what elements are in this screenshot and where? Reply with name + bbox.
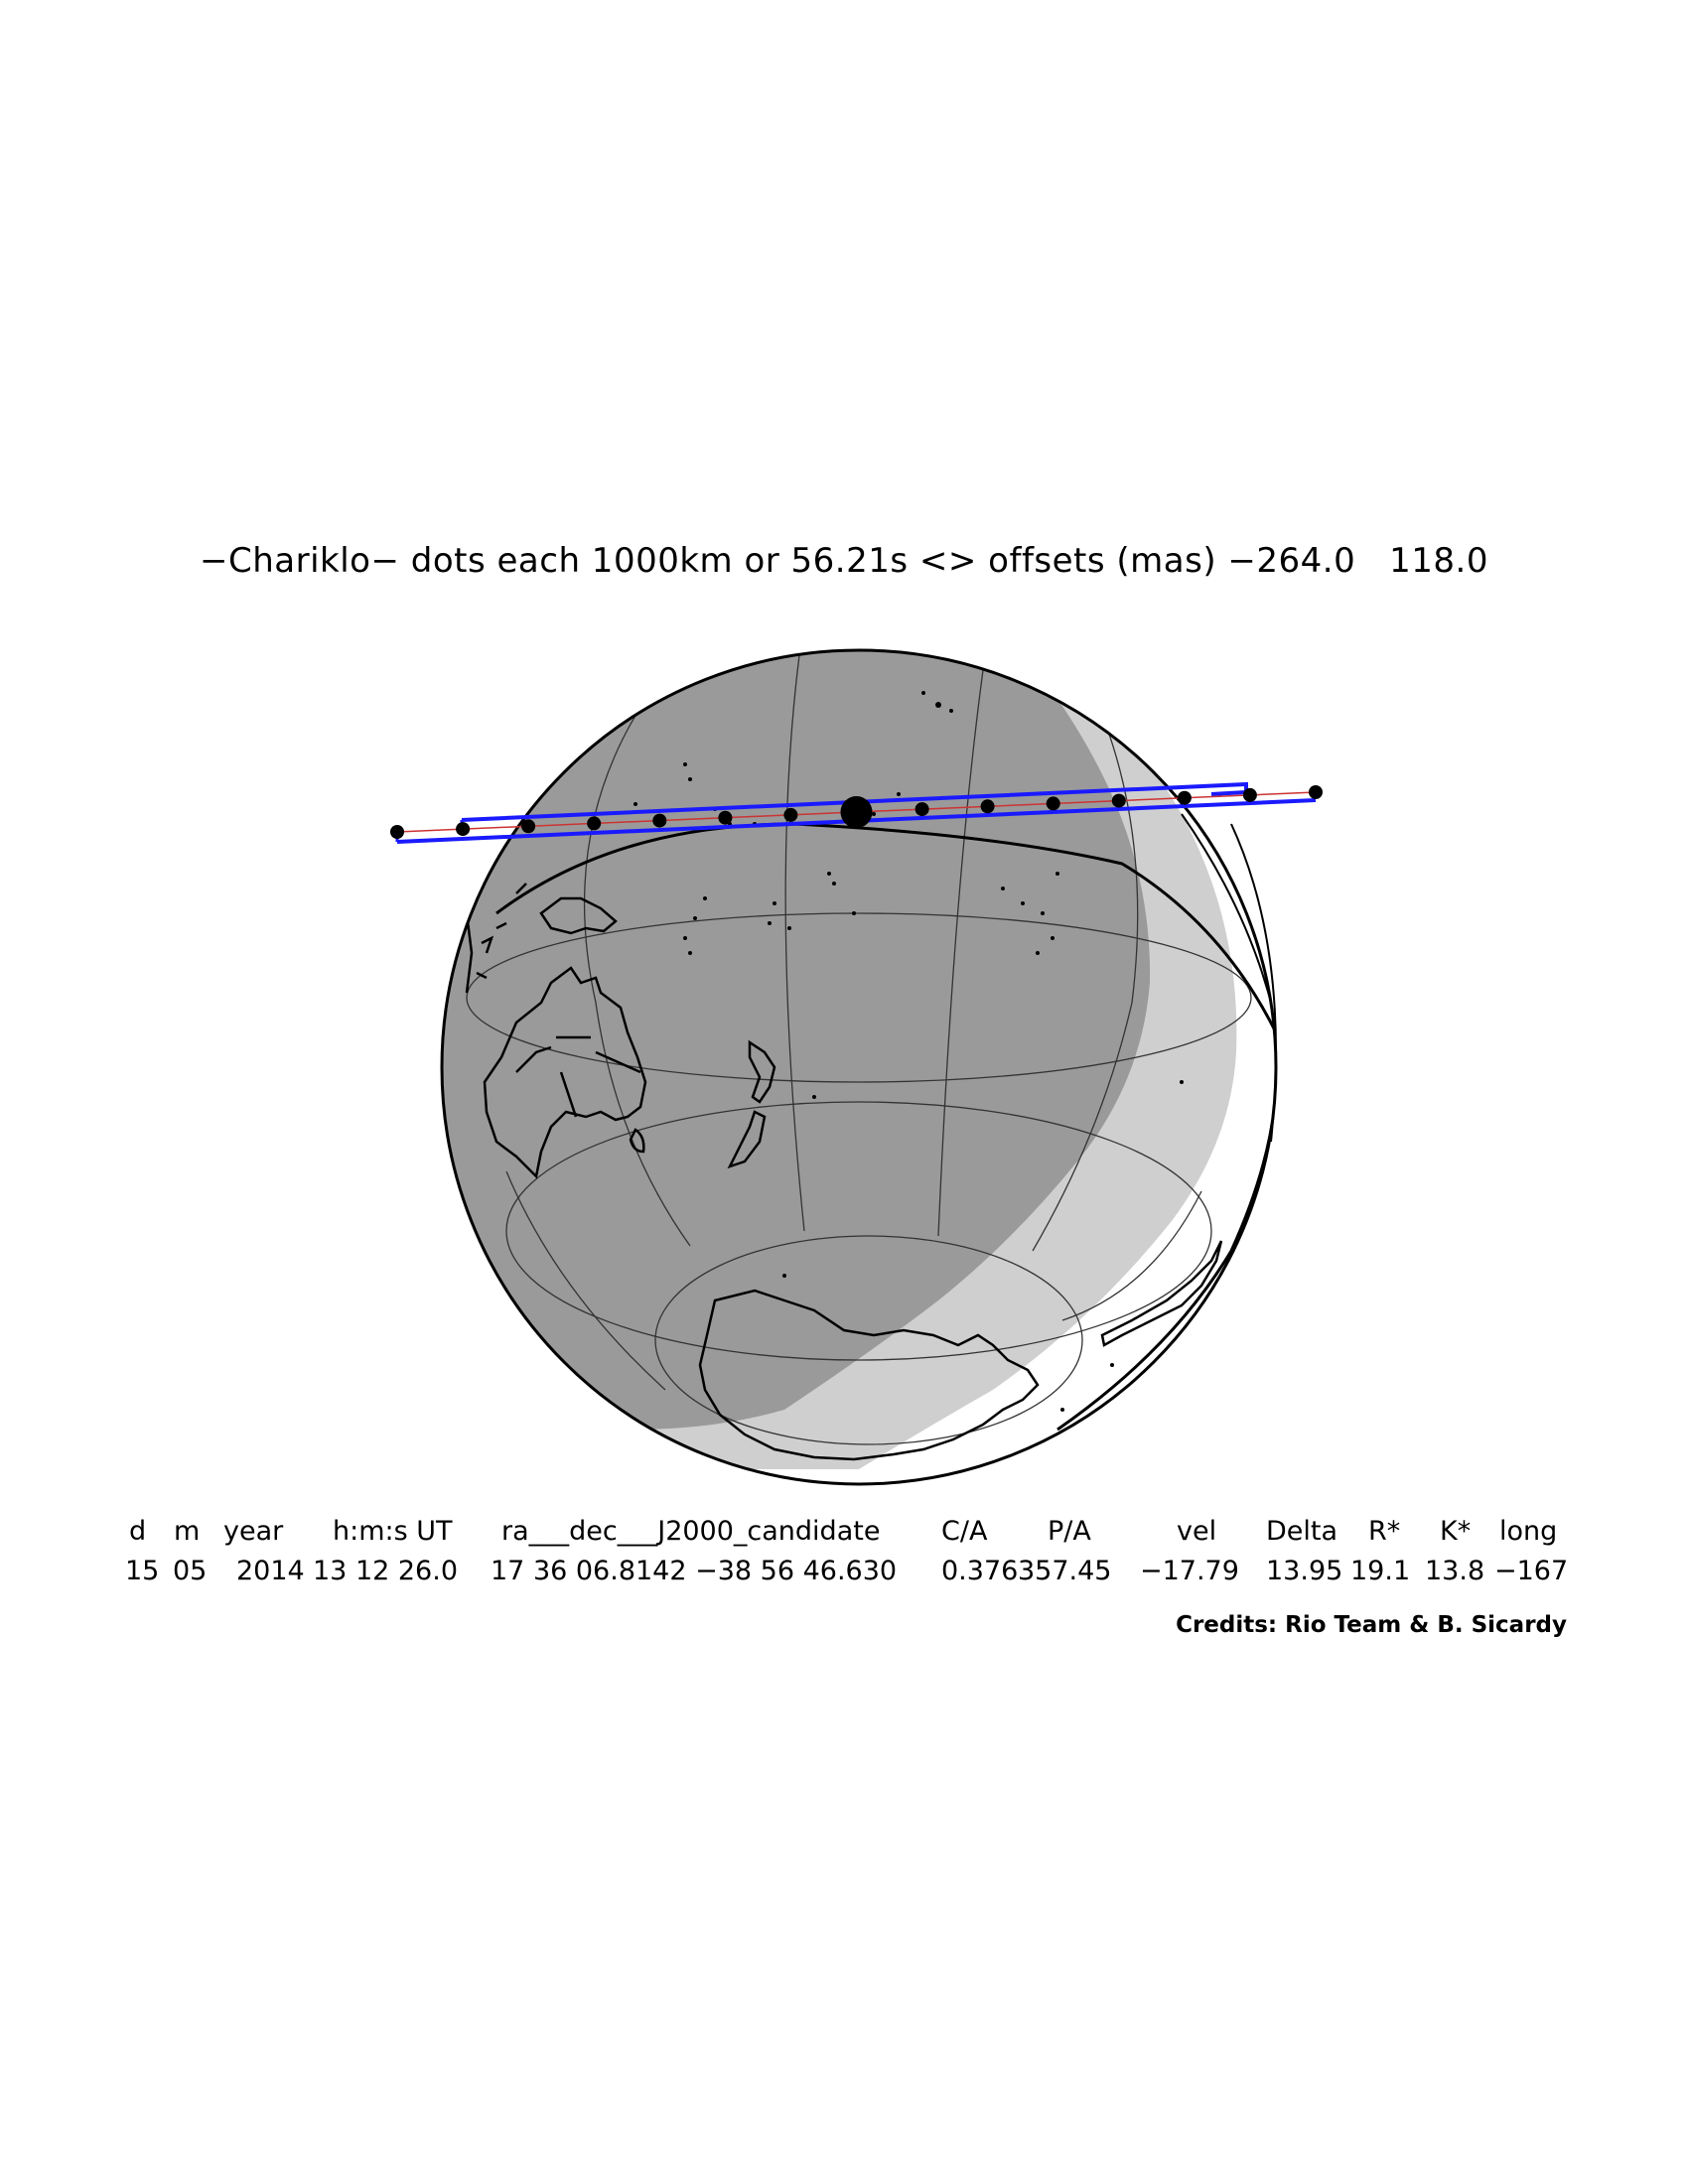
new-zealand-coast (748, 1039, 776, 1104)
table-header-row: d m year h:m:s UT ra___dec___J2000_candidate… (0, 1516, 1688, 1556)
value-9: 19.1 (1350, 1556, 1411, 1586)
south-america-coast (1100, 1240, 1223, 1347)
time-dots (390, 785, 1323, 839)
value-11: −167 (1494, 1556, 1569, 1586)
header-4: ra___dec___J2000_candidate (501, 1516, 881, 1547)
table-value-row: 15 05 2014 13 12 26.0 17 36 06.8142 −38 56 4… (0, 1556, 1688, 1595)
value-6: 357.45 (1018, 1556, 1112, 1586)
value-10: 13.8 (1425, 1556, 1485, 1586)
value-2: 2014 (236, 1556, 305, 1586)
australia-coast (483, 966, 647, 1179)
credits: Credits: Rio Team & B. Sicardy (1176, 1612, 1567, 1638)
value-8: 13.95 (1266, 1556, 1343, 1586)
header-1: m (174, 1516, 201, 1547)
value-7: −17.79 (1140, 1556, 1239, 1586)
closest-approach-dot (840, 796, 873, 828)
time-dot (783, 807, 798, 822)
header-5: C/A (941, 1516, 988, 1547)
header-2: year (223, 1516, 284, 1547)
coastlines (465, 883, 1223, 1461)
time-dot (521, 819, 536, 834)
value-5: 0.376 (941, 1556, 1019, 1586)
time-dot (980, 799, 995, 814)
time-dot (1242, 787, 1257, 802)
header-10: K* (1440, 1516, 1472, 1547)
header-6: P/A (1048, 1516, 1091, 1547)
chart-title: −Chariklo− dots each 1000km or 56.21s <>… (200, 541, 1488, 581)
header-7: vel (1177, 1516, 1217, 1547)
header-8: Delta (1266, 1516, 1338, 1547)
header-3: h:m:s UT (333, 1516, 453, 1547)
value-3: 13 12 26.0 (313, 1556, 458, 1586)
time-dot (1111, 793, 1126, 808)
time-dot (718, 810, 733, 825)
time-dot (456, 822, 471, 837)
value-4: 17 36 06.8142 −38 56 46.630 (491, 1556, 898, 1586)
value-0: 15 (125, 1556, 160, 1586)
time-dot (914, 802, 929, 817)
time-dot (652, 813, 667, 828)
time-dot (1177, 790, 1192, 805)
header-0: d (129, 1516, 147, 1547)
antarctica-coast (698, 1289, 1040, 1461)
time-dot (1046, 796, 1060, 811)
header-11: long (1499, 1516, 1558, 1547)
time-dot (587, 816, 602, 831)
value-1: 05 (173, 1556, 208, 1586)
papua-coast (539, 896, 618, 935)
header-9: R* (1368, 1516, 1401, 1547)
graticule (466, 654, 1252, 1445)
time-dot (390, 825, 404, 839)
islands (633, 691, 1184, 1412)
time-dot (1309, 785, 1323, 799)
